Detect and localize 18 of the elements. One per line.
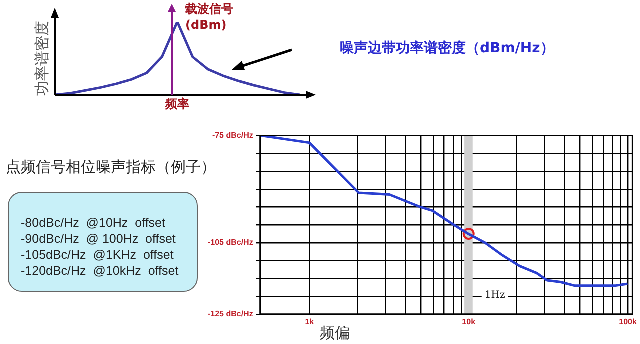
y-axis-title: 功率谱密度 bbox=[32, 21, 51, 96]
text: -80dBc/Hz @10Hz offset bbox=[21, 215, 166, 231]
y-tick-label: -75 dBc/Hz bbox=[212, 131, 254, 140]
x-tick-label: 10k bbox=[462, 317, 476, 326]
x-tick-label: 100k bbox=[619, 317, 638, 326]
x-axis-title: 频偏 bbox=[320, 324, 350, 342]
x-tick-label: 1k bbox=[305, 317, 315, 326]
annotation: (dBm) bbox=[186, 18, 227, 32]
text: -105dBc/Hz @1KHz offset bbox=[21, 247, 175, 263]
text: 载波信号 bbox=[184, 2, 234, 16]
text: -90dBc/Hz @ 100Hz offset bbox=[21, 231, 177, 247]
y-tick-label: -125 dBc/Hz bbox=[208, 310, 254, 319]
text: 噪声边带功率谱密度（dBm/Hz） bbox=[340, 40, 554, 57]
x-axis-title: 频率 bbox=[164, 97, 190, 112]
band-label: 1Hz bbox=[484, 290, 506, 301]
text: -120dBc/Hz @10kHz offset bbox=[21, 263, 180, 279]
y-tick-label: -105 dBc/Hz bbox=[208, 238, 254, 248]
text: 点频信号相位噪声指标（例子） bbox=[6, 158, 216, 177]
